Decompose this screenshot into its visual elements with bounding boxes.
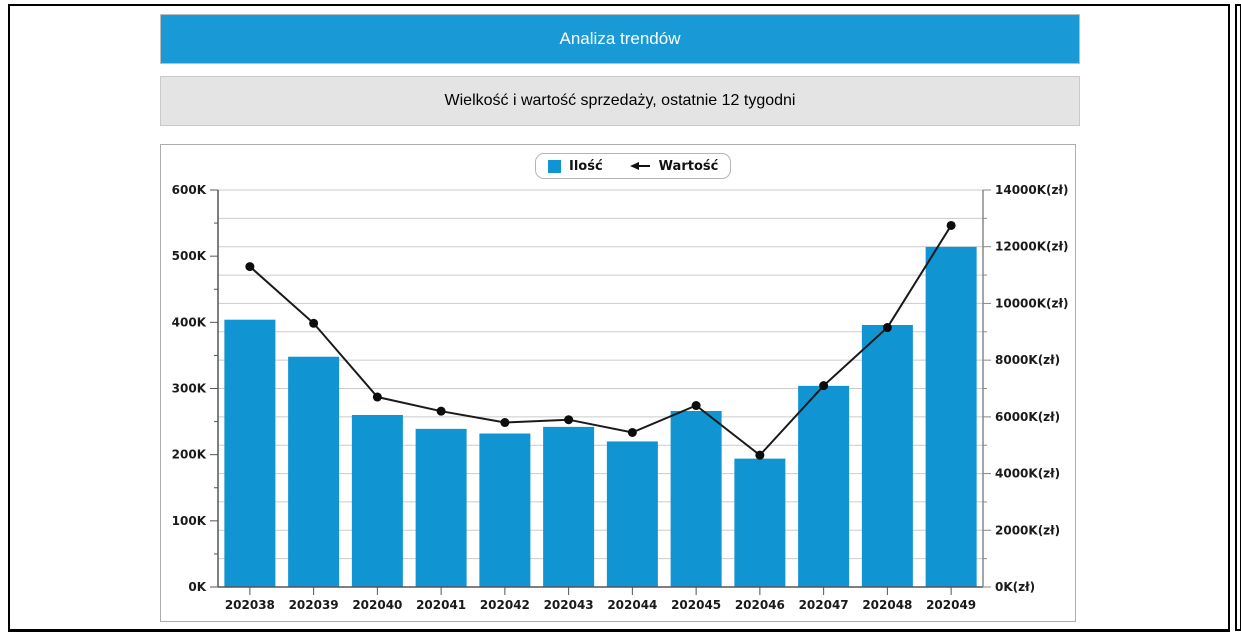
right-axis-label: 2000K(zł)	[995, 523, 1060, 537]
x-axis-label-202039: 202039	[289, 598, 339, 612]
x-axis-label-202044: 202044	[607, 598, 657, 612]
bar-202049	[925, 246, 977, 588]
x-axis-label-202046: 202046	[735, 598, 785, 612]
right-axis-label: 14000K(zł)	[995, 183, 1068, 197]
right-axis-label: 10000K(zł)	[995, 296, 1068, 310]
value-point-202047	[819, 381, 829, 391]
legend-label-quantity: Ilość	[569, 158, 603, 174]
left-axis-label: 400K	[172, 315, 207, 329]
x-axis-label-202045: 202045	[671, 598, 721, 612]
left-axis-label: 0K	[188, 580, 206, 594]
bar-202047	[798, 385, 850, 587]
bar-202038	[224, 319, 276, 587]
right-axis-label: 4000K(zł)	[995, 467, 1060, 481]
report-title: Analiza trendów	[559, 29, 681, 48]
report-frame: Analiza trendów Wielkość i wartość sprze…	[8, 4, 1230, 632]
left-axis-label: 300K	[172, 382, 207, 396]
right-axis-label: 8000K(zł)	[995, 353, 1060, 367]
x-axis-label-202049: 202049	[926, 598, 976, 612]
value-point-202049	[946, 220, 956, 230]
x-axis-label-202041: 202041	[416, 598, 466, 612]
value-point-202043	[564, 415, 574, 425]
legend-label-value: Wartość	[658, 158, 719, 174]
x-axis-label-202040: 202040	[352, 598, 402, 612]
chart-canvas: 0K 100K 200K 300K 400K 500K 600K 0K(zł) 2000K(zł…	[172, 183, 1069, 612]
x-axis-label-202047: 202047	[799, 598, 849, 612]
right-axis-label: 6000K(zł)	[995, 410, 1060, 424]
bar-202042	[479, 433, 531, 587]
value-point-202042	[500, 418, 510, 428]
value-point-202041	[436, 406, 446, 416]
report-subtitle: Wielkość i wartość sprzedaży, ostatnie 1…	[444, 92, 796, 109]
value-point-202040	[372, 392, 382, 402]
right-axis-label: 0K(zł)	[995, 580, 1035, 594]
chart-container: 0K 100K 200K 300K 400K 500K 600K 0K(zł) 2000K(zł…	[160, 144, 1076, 622]
report-title-bar: Analiza trendów	[160, 14, 1080, 64]
chart-legend: Ilość Wartość	[535, 153, 732, 179]
value-point-202048	[882, 323, 892, 333]
left-axis-label: 500K	[172, 249, 207, 263]
bar-202039	[288, 356, 340, 587]
value-point-202046	[755, 450, 765, 460]
x-axis-label-202043: 202043	[544, 598, 594, 612]
bar-202045	[670, 410, 722, 587]
bar-202041	[415, 428, 467, 587]
value-point-202039	[309, 318, 319, 328]
value-point-202044	[627, 427, 637, 437]
line-series-marker-icon	[629, 162, 650, 170]
x-axis-label-202048: 202048	[862, 598, 912, 612]
bar-202044	[606, 441, 658, 587]
report-subtitle-bar: Wielkość i wartość sprzedaży, ostatnie 1…	[160, 76, 1080, 126]
value-line	[249, 224, 952, 457]
bar-202043	[543, 426, 595, 587]
x-axis-label-202038: 202038	[225, 598, 275, 612]
value-point-202045	[691, 401, 701, 411]
bar-202046	[734, 458, 786, 587]
left-axis-label: 100K	[172, 514, 207, 528]
adjacent-panel-edge	[1235, 4, 1241, 631]
bar-202048	[861, 324, 913, 587]
value-point-202038	[245, 262, 255, 272]
left-axis-label: 600K	[172, 183, 207, 197]
bar-series-swatch-icon	[548, 159, 561, 173]
bar-202040	[351, 414, 403, 587]
x-axis-label-202042: 202042	[480, 598, 530, 612]
left-axis-label: 200K	[172, 448, 207, 462]
right-axis-label: 12000K(zł)	[995, 240, 1068, 254]
